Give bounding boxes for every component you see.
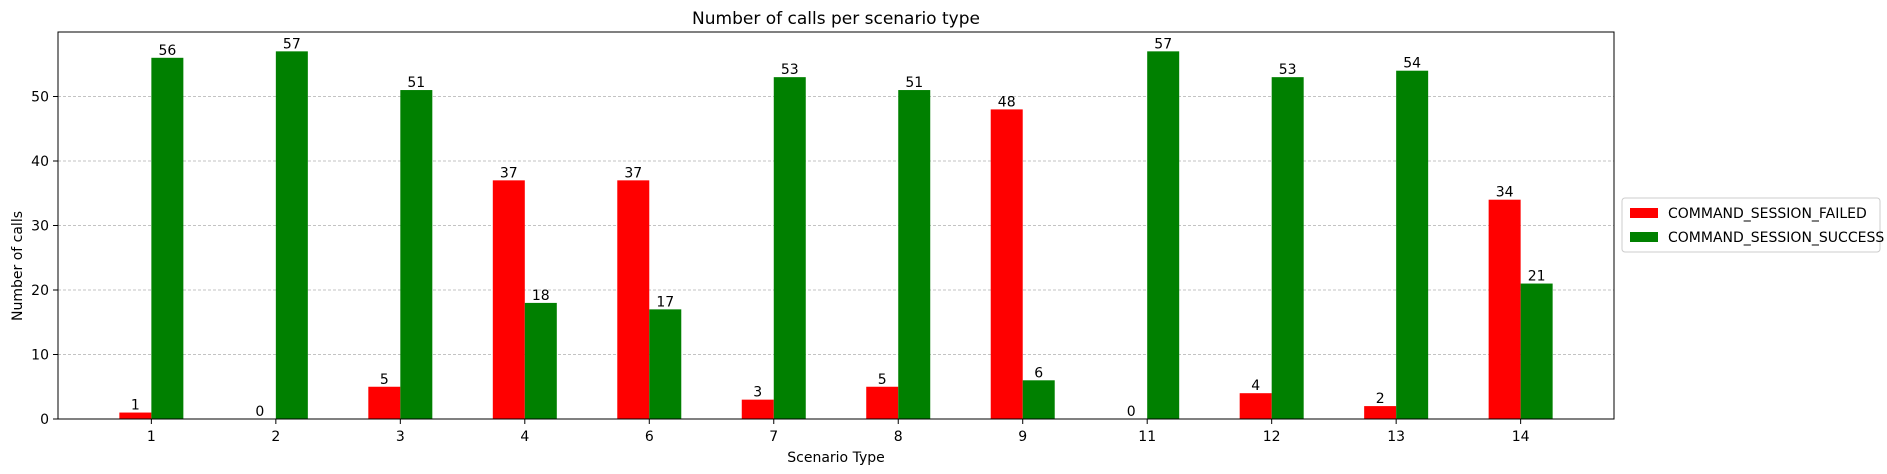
data-label: 3 xyxy=(753,385,762,401)
bar-command-session-failed xyxy=(617,180,650,419)
chart-title: Number of calls per scenario type xyxy=(692,9,980,29)
data-label: 21 xyxy=(1528,269,1546,285)
x-tick-label: 6 xyxy=(645,429,654,445)
bar-command-session-failed xyxy=(1488,199,1521,419)
bar-command-session-success xyxy=(275,51,308,419)
bar-command-session-success xyxy=(151,57,184,420)
y-tick-label: 10 xyxy=(31,348,49,364)
data-labels: 1 0 5 37 37 3 5 48 0 4 2 34 56 57 51 18 17 53 51 6 57 53 54 21 xyxy=(131,36,1546,420)
data-label: 6 xyxy=(1034,365,1043,381)
x-tick-label: 8 xyxy=(894,429,903,445)
data-label: 1 xyxy=(131,398,140,414)
x-tick-label: 2 xyxy=(271,429,280,445)
y-tick-label: 40 xyxy=(31,154,49,170)
bar-command-session-success xyxy=(1396,70,1429,419)
data-label: 53 xyxy=(1279,62,1297,78)
data-label: 54 xyxy=(1403,56,1421,72)
data-label: 0 xyxy=(1127,404,1136,420)
legend-label: COMMAND_SESSION_SUCCESS xyxy=(1668,230,1884,246)
y-tick-label: 30 xyxy=(31,219,49,235)
bar-command-session-success xyxy=(1022,380,1055,419)
data-label: 4 xyxy=(1251,378,1260,394)
bar-command-session-success xyxy=(1520,283,1553,419)
data-label: 51 xyxy=(407,75,425,91)
data-label: 56 xyxy=(158,43,176,59)
x-tick-label: 12 xyxy=(1263,429,1281,445)
legend-swatch xyxy=(1630,232,1658,242)
plot-frame xyxy=(57,31,1615,420)
bar-command-session-success xyxy=(773,77,806,420)
x-axis-label: Scenario Type xyxy=(787,450,884,466)
y-tick-label: 20 xyxy=(31,283,49,299)
x-tick-label: 9 xyxy=(1018,429,1027,445)
x-tick-label: 4 xyxy=(520,429,529,445)
data-label: 34 xyxy=(1496,185,1514,201)
x-tick-label: 7 xyxy=(769,429,778,445)
bar-command-session-success xyxy=(1147,51,1180,419)
bar-command-session-failed xyxy=(990,109,1023,420)
legend-swatch xyxy=(1630,208,1658,218)
data-label: 37 xyxy=(624,165,642,181)
legend-box xyxy=(1621,197,1881,253)
bar-command-session-failed xyxy=(741,399,774,419)
data-label: 48 xyxy=(998,94,1016,110)
bar-command-session-failed xyxy=(866,386,899,419)
bar-command-session-failed xyxy=(1364,406,1397,419)
data-label: 0 xyxy=(255,404,264,420)
grid-lines xyxy=(58,96,1614,355)
legend: COMMAND_SESSION_FAILED COMMAND_SESSION_SU… xyxy=(1621,197,1884,253)
legend-label: COMMAND_SESSION_FAILED xyxy=(1668,206,1867,222)
bar-command-session-success xyxy=(400,90,433,420)
bar-command-session-failed xyxy=(368,386,401,419)
data-label: 5 xyxy=(380,372,389,388)
bar-command-session-success xyxy=(524,302,557,419)
data-label: 17 xyxy=(656,294,674,310)
y-tick-label: 50 xyxy=(31,90,49,106)
bar-command-session-failed xyxy=(492,180,525,419)
bar-command-session-failed xyxy=(119,412,152,419)
y-tick-label: 0 xyxy=(40,412,49,428)
bar-command-session-failed xyxy=(1239,393,1272,419)
x-tick-label: 3 xyxy=(396,429,405,445)
x-tick-label: 14 xyxy=(1512,429,1530,445)
data-label: 18 xyxy=(532,288,550,304)
bar-command-session-success xyxy=(1271,77,1304,420)
bar-command-session-success xyxy=(898,90,931,420)
bar-command-session-success xyxy=(649,309,682,419)
y-axis-label: Number of calls xyxy=(10,211,26,321)
data-label: 57 xyxy=(283,36,301,52)
data-label: 57 xyxy=(1154,36,1172,52)
bars xyxy=(119,51,1553,420)
data-label: 51 xyxy=(905,75,923,91)
x-tick-label: 11 xyxy=(1138,429,1156,445)
x-tick-label: 1 xyxy=(147,429,156,445)
data-label: 37 xyxy=(500,165,518,181)
data-label: 2 xyxy=(1376,391,1385,407)
x-tick-label: 13 xyxy=(1387,429,1405,445)
data-label: 5 xyxy=(878,372,887,388)
data-label: 53 xyxy=(781,62,799,78)
